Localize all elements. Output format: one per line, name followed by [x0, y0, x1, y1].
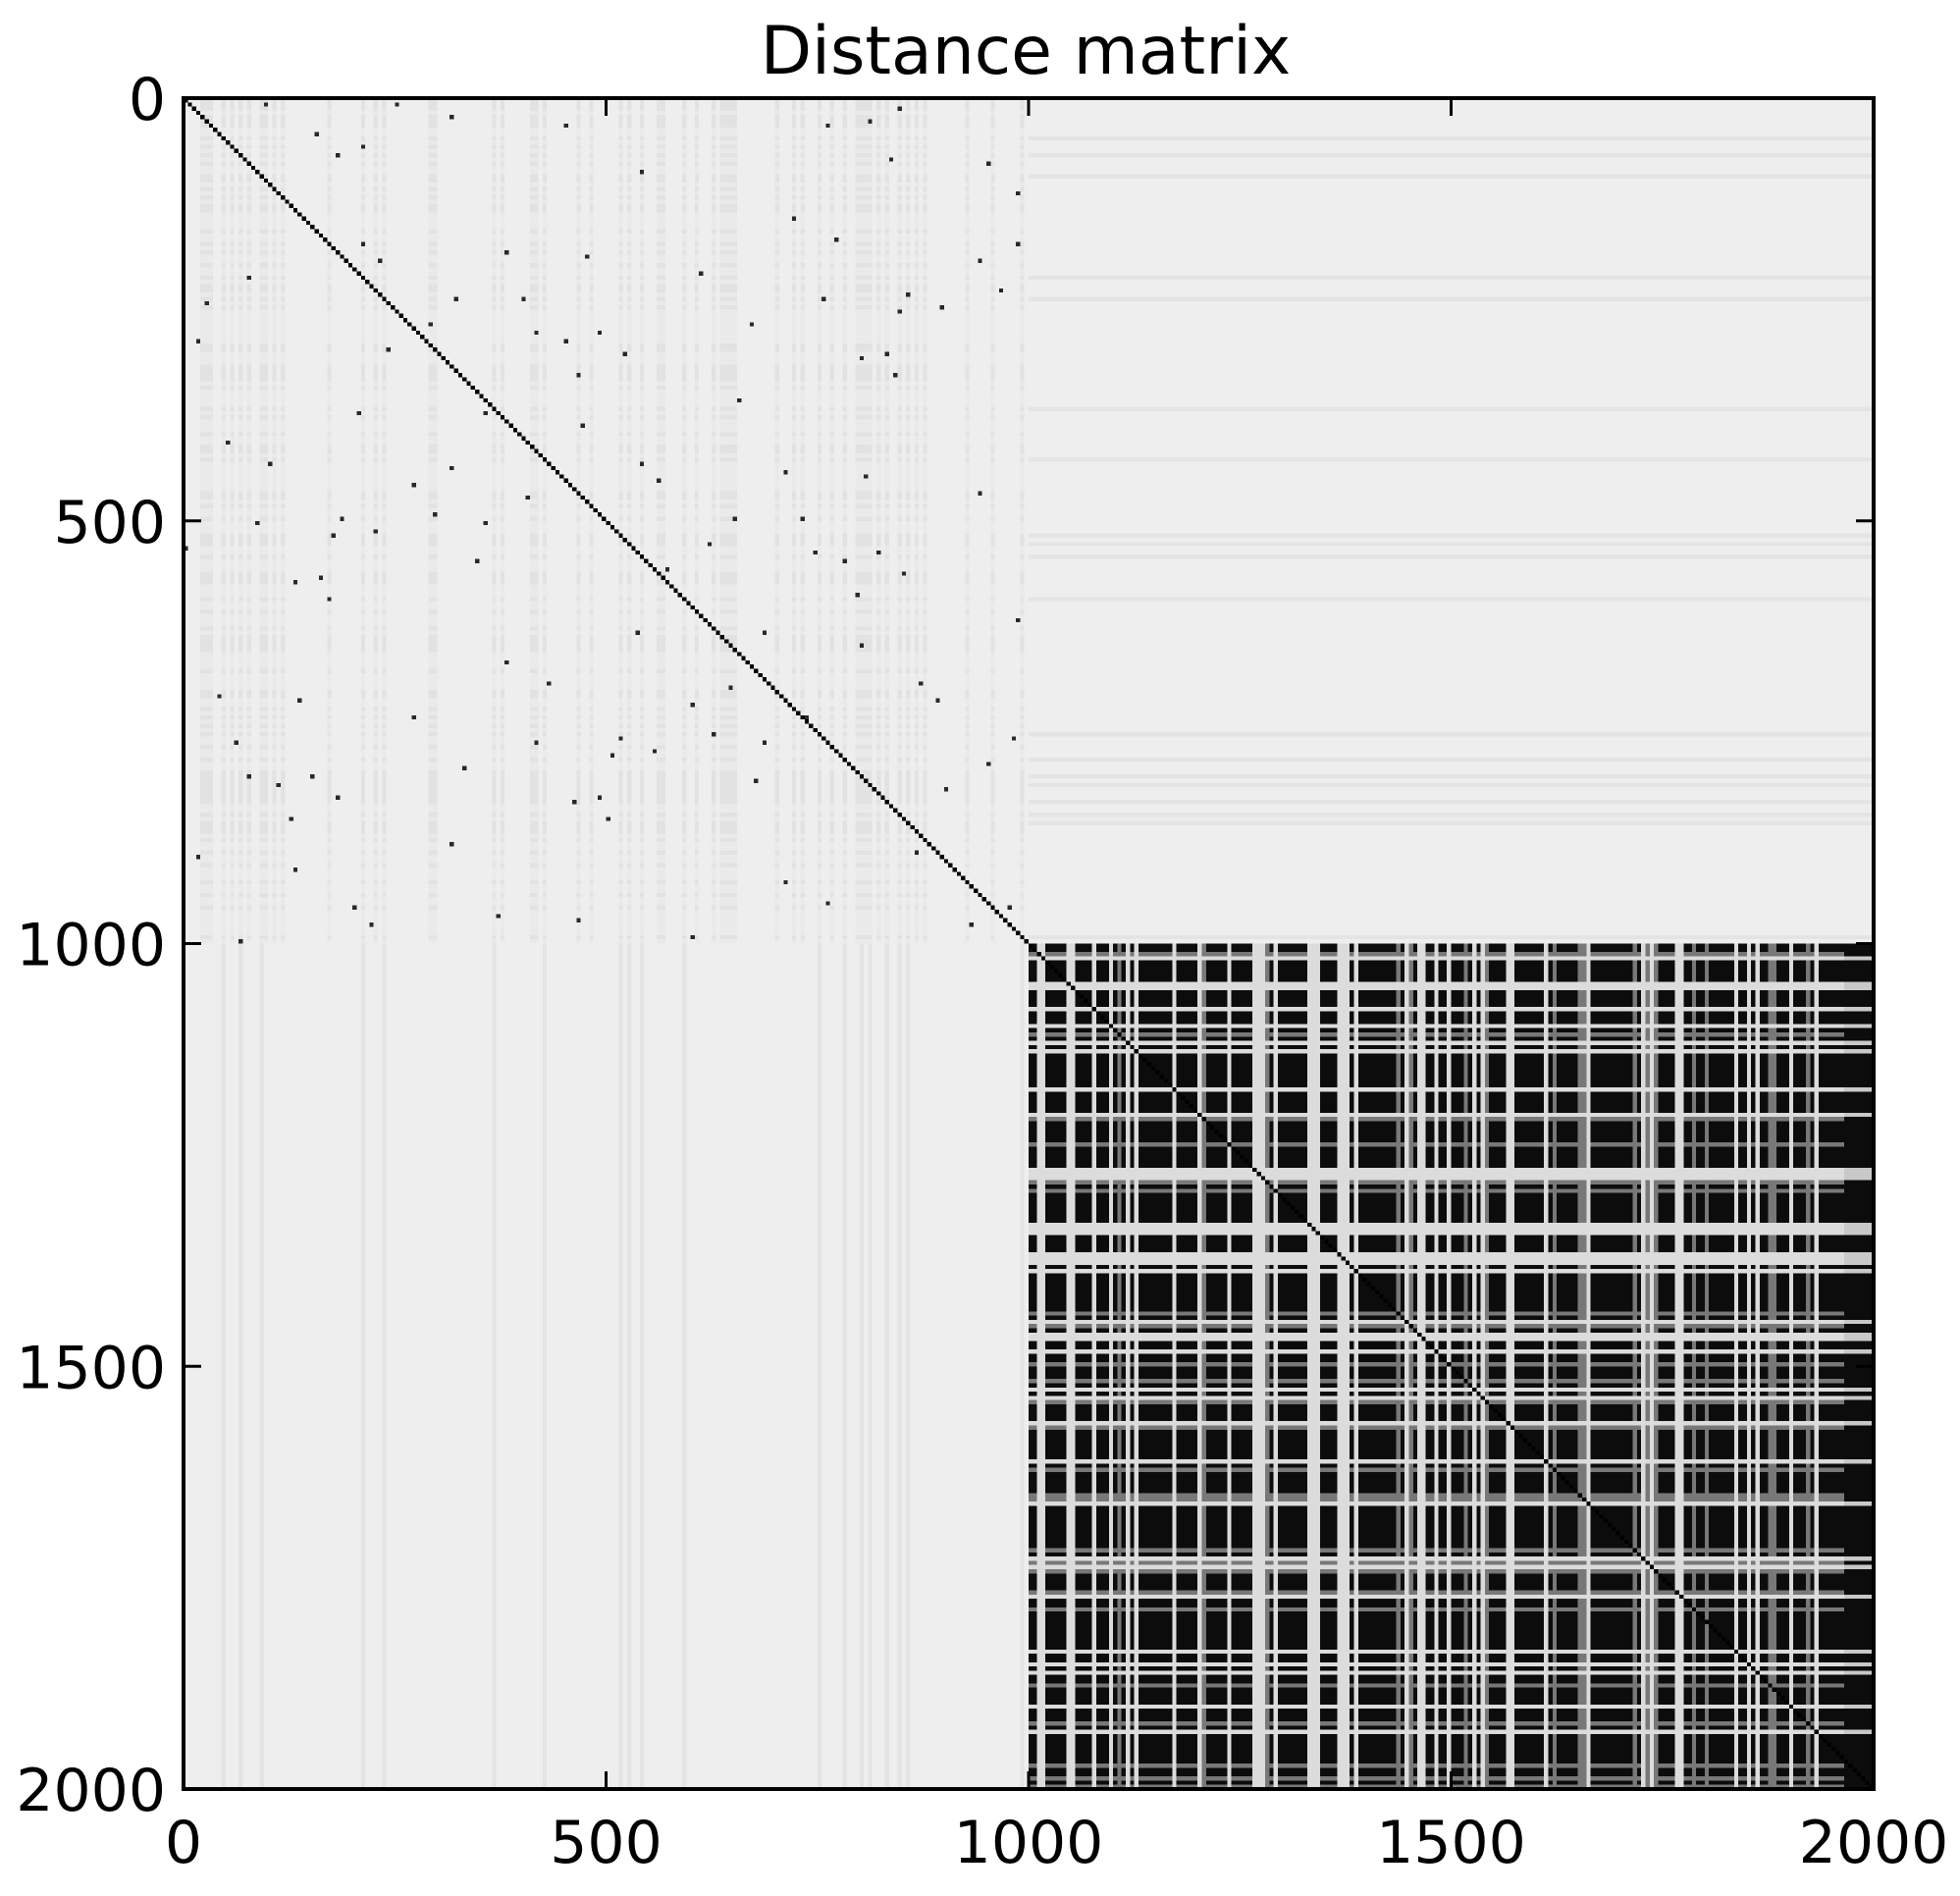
- heatmap-cells: [184, 98, 1874, 1789]
- y-tick-label: 1500: [16, 1334, 166, 1402]
- x-tick-label: 500: [550, 1809, 662, 1877]
- x-tick-label: 1000: [954, 1809, 1104, 1877]
- x-axis: 0 500 1000 1500 2000: [165, 98, 1948, 1877]
- y-tick-label: 0: [129, 66, 166, 134]
- x-tick-label: 2000: [1799, 1809, 1949, 1877]
- chart-title: Distance matrix: [761, 13, 1292, 90]
- y-tick-label: 2000: [16, 1757, 166, 1825]
- y-tick-label: 1000: [16, 912, 166, 980]
- x-tick-label: 1500: [1376, 1809, 1526, 1877]
- y-tick-label: 500: [53, 489, 166, 557]
- y-axis: 0 500 1000 1500 2000: [16, 66, 1874, 1825]
- heatmap-image: [184, 98, 1874, 1789]
- x-tick-label: 0: [165, 1809, 202, 1877]
